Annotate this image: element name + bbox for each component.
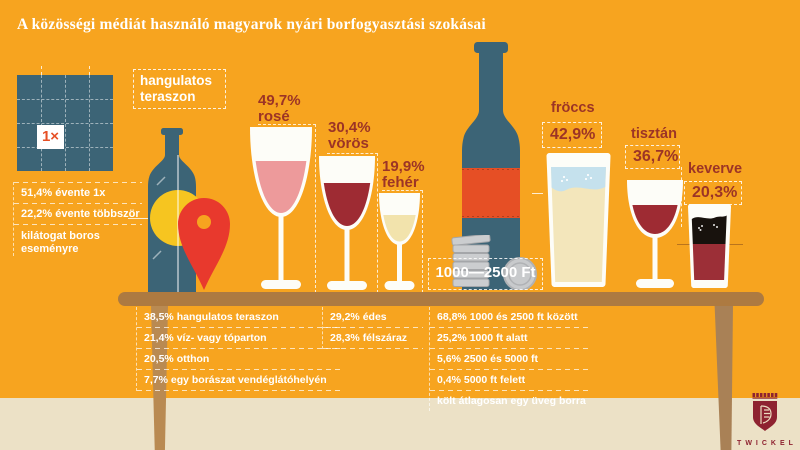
event-frequency-item: 22,2% évente többször bbox=[21, 208, 140, 220]
sweetness-list: 29,2% édes 28,3% félszáraz bbox=[322, 307, 423, 349]
calendar-grid-line bbox=[17, 99, 113, 100]
serving-label-tisztan: tisztán bbox=[631, 126, 677, 142]
dashed-separator bbox=[14, 224, 142, 225]
measure-bracket bbox=[327, 153, 378, 293]
serving-pct-keverve: 20,3% bbox=[684, 181, 742, 205]
wine-type-name: fehér bbox=[382, 174, 419, 191]
price-item: 25,2% 1000 ft alatt bbox=[437, 332, 528, 344]
calendar-tick bbox=[89, 66, 90, 75]
event-frequency-caption: kilátogat boros eseményre bbox=[21, 230, 100, 255]
price-item: 68,8% 1000 és 2500 ft között bbox=[437, 311, 578, 323]
wine-type-label-feher: 19,9% fehér bbox=[382, 159, 425, 191]
pure-wine-glass-icon bbox=[627, 180, 683, 288]
serving-pct-froccs: 42,9% bbox=[542, 122, 602, 148]
wine-type-pct: 30,4% bbox=[328, 119, 371, 136]
location-item: 21,4% víz- vagy tóparton bbox=[144, 332, 267, 344]
location-item: 20,5% otthon bbox=[144, 353, 210, 365]
page-title: A közösségi médiát használó magyarok nyá… bbox=[17, 16, 486, 33]
wine-bottle-location-pin-icon bbox=[148, 128, 230, 292]
measure-bracket bbox=[382, 190, 423, 293]
price-tag: 1000—2500 Ft bbox=[428, 258, 543, 290]
brand-name: TWICKEL bbox=[737, 440, 797, 447]
twickel-crest-icon bbox=[752, 393, 778, 431]
price-list: 68,8% 1000 és 2500 ft között 25,2% 1000 … bbox=[429, 307, 590, 411]
wine-type-name: rosé bbox=[258, 108, 290, 125]
calendar-grid-line bbox=[17, 123, 113, 124]
calendar-tick bbox=[41, 66, 42, 75]
coins-icon bbox=[451, 235, 537, 290]
dashed-separator bbox=[430, 390, 590, 391]
wine-type-pct: 19,9% bbox=[382, 158, 425, 175]
wine-type-label-voros: 30,4% vörös bbox=[328, 120, 371, 152]
price-wine-bottle-icon bbox=[462, 42, 520, 290]
dashed-separator bbox=[137, 390, 341, 391]
price-item: 0,4% 5000 ft felett bbox=[437, 374, 526, 386]
location-item: 38,5% hangulatos teraszon bbox=[144, 311, 279, 323]
price-caption: költ átlagosan egy üveg borra bbox=[437, 395, 586, 407]
rose-wine-glass-icon bbox=[250, 127, 312, 289]
dashed-separator bbox=[323, 327, 423, 328]
terrace-label: hangulatos teraszon bbox=[133, 69, 226, 109]
dashed-separator bbox=[430, 369, 590, 370]
location-list: 38,5% hangulatos teraszon 21,4% víz- vag… bbox=[136, 307, 341, 391]
dashed-separator bbox=[14, 182, 142, 183]
serving-label-keverve: keverve bbox=[688, 161, 743, 177]
bottom-band bbox=[0, 398, 800, 450]
table-leg-right bbox=[714, 305, 733, 450]
table-leg-left bbox=[151, 305, 168, 450]
wine-type-name: vörös bbox=[328, 135, 369, 152]
sweetness-item: 29,2% édes bbox=[330, 311, 387, 323]
location-item: 7,7% egy borászat vendéglátóhelyén bbox=[144, 374, 327, 386]
wine-type-label-rose: 49,7% rosé bbox=[258, 93, 301, 125]
red-wine-glass-icon bbox=[319, 156, 375, 290]
event-frequency-list: 51,4% évente 1x 22,2% évente többször ki… bbox=[13, 182, 142, 256]
dashed-separator bbox=[137, 348, 341, 349]
brand-logo: TWICKEL bbox=[726, 393, 800, 447]
dashed-separator bbox=[137, 369, 341, 370]
dashed-separator bbox=[430, 327, 590, 328]
dashed-separator bbox=[323, 348, 423, 349]
calendar-grid-line bbox=[17, 147, 113, 148]
price-item: 5,6% 2500 és 5000 ft bbox=[437, 353, 538, 365]
measure-tick bbox=[532, 193, 543, 194]
calendar-icon: 1× bbox=[17, 75, 113, 171]
spritzer-glass-icon bbox=[546, 153, 611, 287]
event-frequency-item: 51,4% évente 1x bbox=[21, 187, 106, 199]
dashed-separator bbox=[430, 348, 590, 349]
mixed-wine-tumbler-icon bbox=[688, 204, 731, 288]
serving-label-froccs: fröccs bbox=[551, 100, 595, 116]
serving-pct-tisztan: 36,7% bbox=[625, 145, 680, 169]
measure-tick bbox=[128, 218, 148, 219]
dashed-separator bbox=[137, 327, 341, 328]
table-top bbox=[118, 292, 764, 306]
frequency-badge: 1× bbox=[37, 125, 64, 149]
dashed-separator bbox=[14, 203, 142, 204]
measure-bracket bbox=[258, 124, 316, 293]
wine-type-pct: 49,7% bbox=[258, 92, 301, 109]
white-wine-glass-icon bbox=[379, 193, 420, 290]
sweetness-item: 28,3% félszáraz bbox=[330, 332, 408, 344]
